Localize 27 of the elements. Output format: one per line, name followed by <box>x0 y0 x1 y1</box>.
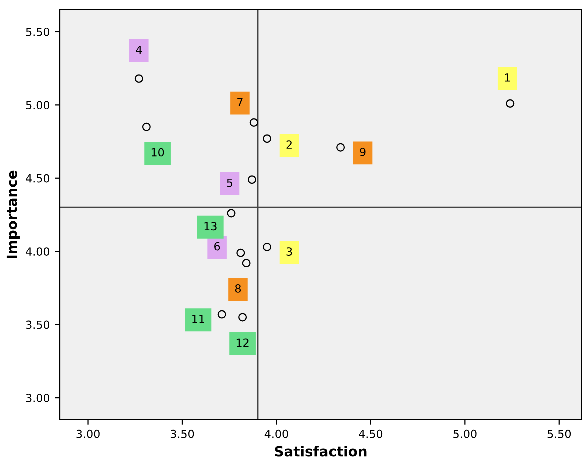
annotation: 5 <box>227 178 233 188</box>
annotation: 10 <box>152 148 164 157</box>
x-tick-label: 5.50 <box>548 430 572 438</box>
annotation: 1 <box>505 74 510 82</box>
annotation: 12 <box>236 338 249 347</box>
x-tick-label: 4.00 <box>264 430 288 438</box>
annotation: 2 <box>286 140 292 149</box>
y-tick-label: 5.00 <box>26 101 50 110</box>
y-tick-label: 4.00 <box>26 248 50 256</box>
annotation: 9 <box>360 148 366 156</box>
x-tick-label: 3.00 <box>76 430 100 438</box>
annotation: 6 <box>214 242 220 251</box>
y-tick-label: 3.00 <box>26 394 50 402</box>
x-axis-title: Satisfaction <box>275 446 367 457</box>
x-tick-label: 4.50 <box>359 430 383 438</box>
y-tick-label: 5.50 <box>26 28 50 36</box>
y-tick-label: 3.50 <box>26 320 50 330</box>
annotation: 4 <box>136 46 142 54</box>
annotation: 11 <box>192 315 204 324</box>
annotation: 13 <box>204 222 217 231</box>
y-axis-title: Importance <box>6 170 20 258</box>
x-tick-label: 3.50 <box>170 430 194 438</box>
y-tick-label: 4.50 <box>26 174 50 183</box>
annotation: 3 <box>286 248 292 256</box>
annotation: 8 <box>235 284 242 293</box>
x-tick-label: 5.00 <box>454 430 477 438</box>
annotation: 7 <box>238 98 243 106</box>
